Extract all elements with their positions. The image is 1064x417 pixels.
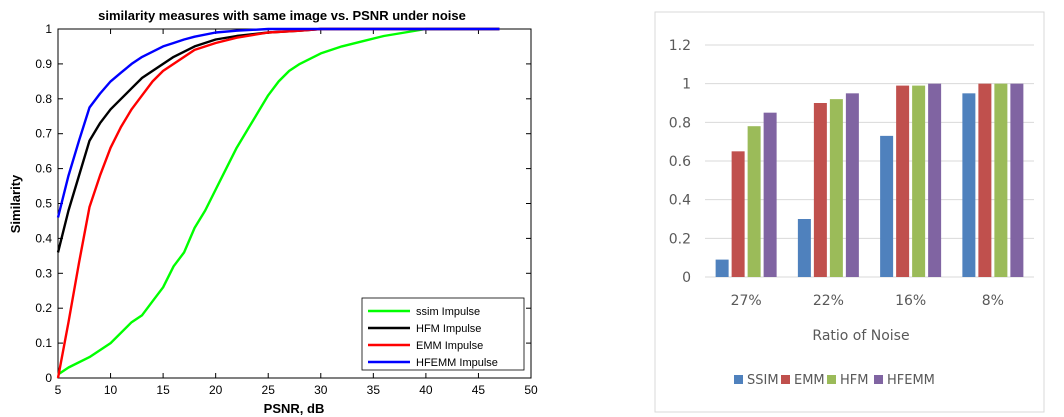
series-line-ssim-impulse — [57, 27, 500, 376]
x-tick-label: 8% — [982, 293, 1004, 309]
y-tick-label: 0 — [45, 371, 52, 385]
y-tick-label: 0.7 — [35, 127, 52, 141]
y-tick-label: 0.9 — [35, 57, 52, 71]
legend-label: HFM — [840, 373, 868, 388]
bar-hfemm-27pct — [763, 112, 777, 278]
legend-swatch — [734, 375, 743, 384]
line-chart-y-axis-label: Similarity — [8, 174, 23, 233]
series-line-emm-impulse — [56, 27, 500, 379]
legend-label: ssim Impulse — [416, 306, 480, 318]
y-tick-label: 0.8 — [669, 115, 691, 131]
x-tick-label: 20 — [209, 383, 223, 397]
bar-ssim-27pct — [715, 259, 729, 277]
line-chart-x-axis-label: PSNR, dB — [264, 401, 325, 416]
y-tick-label: 0.2 — [669, 231, 691, 247]
bar-chart-legend: SSIM EMM HFM HFEMM — [734, 373, 935, 388]
legend-label: HFEMM — [887, 373, 935, 388]
bar-chart: 0 0.2 0.4 0.6 0.8 1 1.2 27% 22% 16% 8% Ratio of N… — [654, 11, 1045, 413]
y-tick-label: 0.4 — [669, 193, 691, 209]
bar-ssim-8pct — [962, 93, 976, 277]
legend-swatch — [781, 375, 790, 384]
x-tick-label: 10 — [104, 383, 118, 397]
bar-hfm-8pct — [994, 83, 1008, 278]
x-tick-label: 15 — [156, 383, 170, 397]
y-tick-label: 0 — [682, 270, 691, 286]
y-tick-label: 0.4 — [35, 231, 52, 245]
line-chart-title: similarity measures with same image vs. … — [98, 8, 466, 23]
x-tick-label: 5 — [55, 383, 62, 397]
legend-label: EMM — [794, 373, 825, 388]
bar-emm-22pct — [813, 103, 827, 277]
x-tick-label: 40 — [419, 383, 433, 397]
line-chart: similarity measures with same image vs. … — [8, 8, 538, 416]
y-tick-label: 1.2 — [669, 38, 691, 54]
x-tick-label: 30 — [314, 383, 328, 397]
bar-hfemm-16pct — [928, 83, 942, 278]
y-tick-label: 1 — [45, 22, 52, 36]
line-chart-ticks: 5 10 15 20 25 30 35 40 45 50 0 0.1 0.2 0.3 0.4 0.5 0.6 0.… — [35, 22, 538, 397]
line-chart-legend: ssim Impulse HFM Impulse EMM Impulse HFEMM … — [361, 297, 525, 371]
x-tick-label: 50 — [524, 383, 538, 397]
bar-chart-bars — [715, 83, 1024, 278]
legend-label: SSIM — [747, 373, 779, 388]
legend-label: HFM Impulse — [416, 323, 481, 335]
x-tick-label: 45 — [472, 383, 486, 397]
x-tick-label: 35 — [367, 383, 381, 397]
y-tick-label: 0.3 — [35, 266, 52, 280]
bar-emm-27pct — [731, 151, 745, 277]
legend-swatch — [827, 375, 836, 384]
bar-hfm-22pct — [829, 99, 843, 277]
bar-hfemm-8pct — [1010, 83, 1024, 278]
y-tick-label: 0.5 — [35, 197, 52, 211]
bar-hfm-27pct — [747, 126, 761, 277]
series-line-hfemm-impulse — [56, 27, 500, 218]
bar-hfemm-22pct — [845, 93, 859, 277]
legend-swatch — [874, 375, 883, 384]
legend-label: HFEMM Impulse — [416, 357, 498, 369]
bar-hfm-16pct — [912, 85, 926, 277]
bar-emm-16pct — [896, 85, 910, 277]
x-tick-label: 25 — [262, 383, 276, 397]
y-tick-label: 0.6 — [669, 154, 691, 170]
y-tick-label: 0.6 — [35, 162, 52, 176]
x-tick-label: 22% — [813, 293, 844, 309]
y-tick-label: 0.8 — [35, 92, 52, 106]
legend-label: EMM Impulse — [416, 340, 483, 352]
y-tick-label: 1 — [682, 77, 691, 93]
bar-chart-x-axis-label: Ratio of Noise — [812, 328, 909, 344]
bar-ssim-22pct — [797, 219, 811, 277]
bar-chart-x-ticks: 27% 22% 16% 8% — [731, 293, 1004, 309]
bar-ssim-16pct — [880, 135, 894, 277]
line-chart-series — [56, 27, 500, 379]
bar-emm-8pct — [978, 83, 992, 278]
x-tick-label: 16% — [895, 293, 926, 309]
y-tick-label: 0.2 — [35, 301, 52, 315]
x-tick-label: 27% — [731, 293, 762, 309]
y-tick-label: 0.1 — [35, 336, 52, 350]
